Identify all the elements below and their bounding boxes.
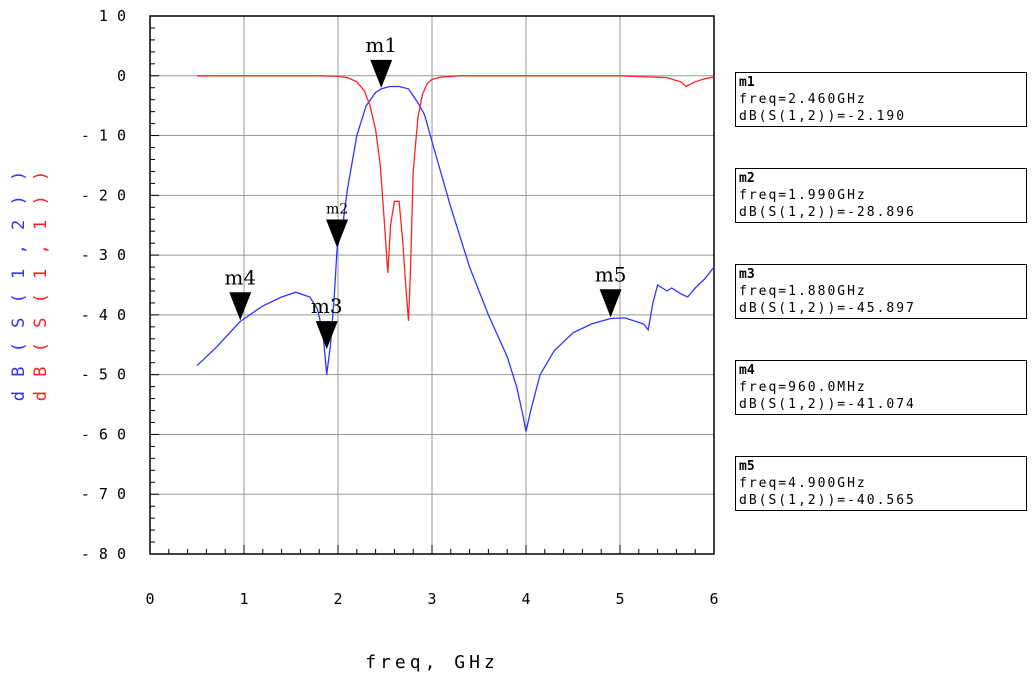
readout-value: dB(S(1,2))=-2.190 — [739, 109, 907, 124]
readout-name: m2 — [739, 171, 755, 186]
readout-freq: freq=2.460GHz — [739, 92, 867, 107]
readout-freq: freq=1.990GHz — [739, 188, 867, 203]
y-tick-label: - 2 0 — [81, 186, 126, 204]
markers: m1 m2 m3 m4 m5 — [224, 33, 627, 350]
y-tick-label: - 3 0 — [81, 246, 126, 264]
marker-triangle-m3 — [315, 321, 338, 350]
x-tick-label: 1 — [239, 590, 248, 608]
x-tick-label: 5 — [615, 590, 624, 608]
marker-label-m3: m3 — [311, 294, 343, 318]
y-axis-title: d B ( S ( 1 , 2 ) ) d B ( S ( 1 , 1 ) ) — [9, 169, 51, 401]
y-tick-label: 0 — [117, 67, 126, 85]
readout-name: m5 — [739, 459, 755, 474]
marker-label-m4: m4 — [224, 265, 256, 289]
y-tick-label: - 5 0 — [81, 366, 126, 384]
marker-triangle-m1 — [370, 59, 393, 88]
marker-readout-m5: m5 freq=4.900GHz dB(S(1,2))=-40.565 — [735, 456, 1027, 511]
marker-readout-m4: m4 freq=960.0MHz dB(S(1,2))=-41.074 — [735, 360, 1027, 415]
series-lines — [196, 75, 715, 432]
readout-name: m3 — [739, 267, 755, 282]
x-tick-label: 4 — [521, 590, 530, 608]
x-tick-label: 3 — [427, 590, 436, 608]
series-line-s12 — [196, 85, 715, 432]
y-tick-label: - 8 0 — [81, 545, 126, 563]
readout-freq: freq=4.900GHz — [739, 476, 867, 491]
readout-value: dB(S(1,2))=-40.565 — [739, 493, 916, 508]
marker-label-m5: m5 — [595, 262, 627, 286]
readout-value: dB(S(1,2))=-28.896 — [739, 205, 916, 220]
readout-name: m4 — [739, 363, 755, 378]
x-tick-label: 0 — [145, 590, 154, 608]
axis-ticks: 1 0 0 - 1 0 - 2 0 - 3 0 - 4 0 - 5 0 - 6 0 - 7 0 -… — [81, 7, 719, 608]
marker-readout-m3: m3 freq=1.880GHz dB(S(1,2))=-45.897 — [735, 264, 1027, 319]
x-axis-label: freq, GHz — [365, 652, 499, 673]
y-tick-label: 1 0 — [99, 7, 126, 25]
marker-triangle-m5 — [599, 289, 622, 318]
y-tick-label: - 6 0 — [81, 425, 126, 443]
marker-readout-m2: m2 freq=1.990GHz dB(S(1,2))=-28.896 — [735, 168, 1027, 223]
y-axis-label-1: d B ( S ( 1 , 2 ) ) — [9, 169, 29, 401]
x-tick-label: 6 — [709, 590, 718, 608]
y-tick-label: - 4 0 — [81, 306, 126, 324]
marker-readout-m1: m1 freq=2.460GHz dB(S(1,2))=-2.190 — [735, 72, 1027, 127]
readout-freq: freq=960.0MHz — [739, 380, 867, 395]
y-tick-label: - 1 0 — [81, 127, 126, 145]
y-tick-label: - 7 0 — [81, 485, 126, 503]
marker-label-m2: m2 — [326, 202, 348, 218]
marker-triangle-m2 — [326, 219, 349, 248]
readout-freq: freq=1.880GHz — [739, 284, 867, 299]
readout-value: dB(S(1,2))=-41.074 — [739, 397, 916, 412]
series-line-s11 — [197, 75, 715, 321]
marker-label-m1: m1 — [365, 33, 397, 57]
readout-name: m1 — [739, 75, 755, 90]
x-tick-label: 2 — [333, 590, 342, 608]
marker-triangle-m4 — [229, 292, 252, 321]
y-axis-label-2: d B ( S ( 1 , 1 ) ) — [31, 169, 51, 401]
readout-value: dB(S(1,2))=-45.897 — [739, 301, 916, 316]
